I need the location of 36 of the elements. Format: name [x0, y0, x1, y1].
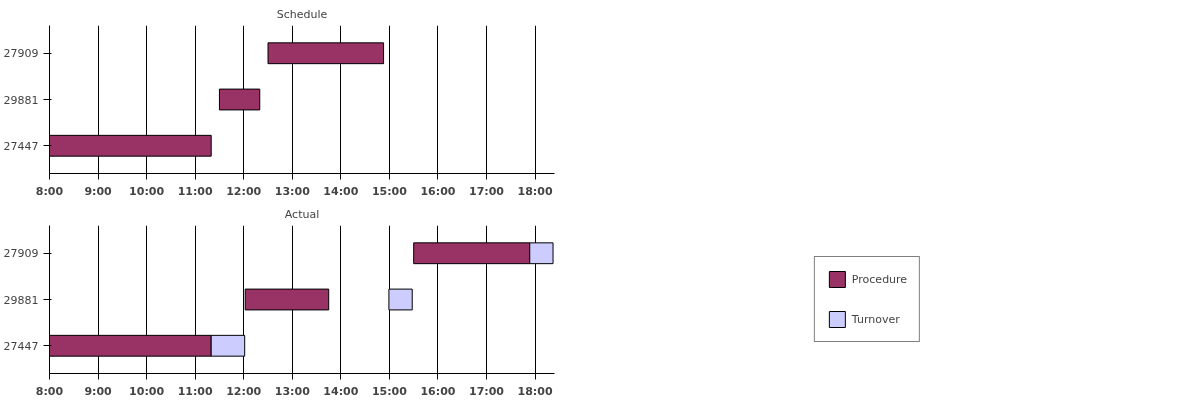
- legend-label: Turnover: [851, 312, 900, 326]
- x-tick-label: 15:00: [371, 184, 408, 198]
- bar: [388, 288, 413, 311]
- legend-label: Procedure: [851, 272, 908, 286]
- x-tick-label: 13:00: [274, 384, 311, 398]
- bar: [267, 42, 385, 65]
- x-tick-label: 11:00: [177, 184, 214, 198]
- x-tick-label: 12:00: [226, 184, 262, 198]
- x-tick-label: 14:00: [323, 384, 359, 398]
- x-tick-label: 15:00: [371, 384, 408, 398]
- y-tick-label: 27447: [3, 339, 39, 353]
- x-tick-label: 8:00: [35, 184, 64, 198]
- x-tick-label: 16:00: [420, 384, 456, 398]
- bar: [218, 88, 261, 111]
- x-tick-label: 12:00: [226, 384, 262, 398]
- x-tick-label: 8:00: [35, 384, 64, 398]
- x-tick-label: 17:00: [469, 184, 505, 198]
- x-tick-label: 18:00: [517, 184, 553, 198]
- x-tick-label: 14:00: [323, 184, 359, 198]
- x-tick-label: 18:00: [517, 384, 553, 398]
- x-tick-label: 11:00: [177, 384, 214, 398]
- y-tick-label: 27909: [3, 47, 39, 61]
- x-tick-label: 9:00: [84, 184, 113, 198]
- chart-title: Schedule: [276, 7, 328, 21]
- y-tick-label: 29881: [3, 93, 39, 107]
- x-tick-label: 16:00: [420, 184, 456, 198]
- y-tick-label: 27909: [3, 247, 39, 261]
- x-tick-label: 9:00: [84, 384, 113, 398]
- x-tick-label: 10:00: [129, 184, 165, 198]
- x-tick-label: 10:00: [129, 384, 165, 398]
- bar: [244, 288, 330, 311]
- x-tick-label: 13:00: [274, 184, 311, 198]
- y-tick-label: 27447: [3, 139, 39, 153]
- y-tick-label: 29881: [3, 293, 39, 307]
- x-tick-label: 17:00: [469, 384, 505, 398]
- chart-title: Actual: [284, 207, 320, 221]
